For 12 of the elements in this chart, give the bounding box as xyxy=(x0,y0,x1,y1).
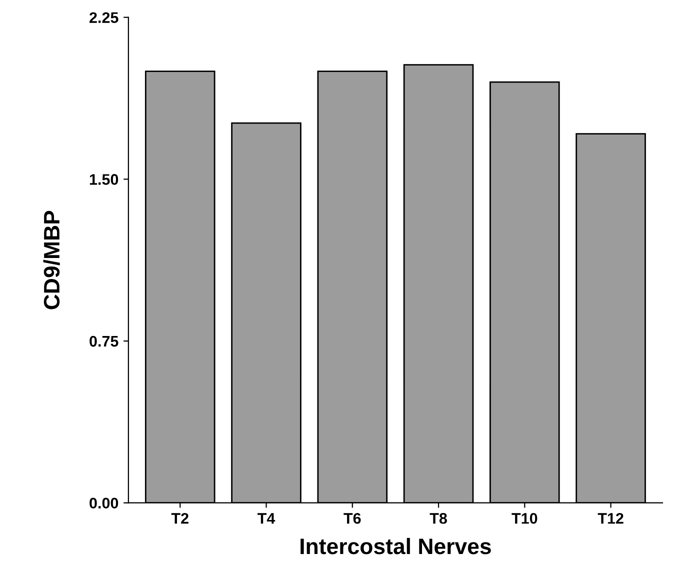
y-axis-title: CD9/MBP xyxy=(43,210,60,310)
y-tick-label: 0.75 xyxy=(90,336,118,347)
x-tick-label: T4 xyxy=(258,513,276,524)
x-tick-label: T8 xyxy=(430,512,447,524)
y-tick-label: 1.50 xyxy=(90,174,118,185)
x-axis-title: Intercostal Nerves xyxy=(300,538,491,554)
x-tick-label: T10 xyxy=(512,512,538,524)
x-tick-label: T12 xyxy=(598,512,624,524)
x-tick-label: T2 xyxy=(171,512,188,524)
x-tick-label: T6 xyxy=(344,512,361,524)
y-tick-label: 0.00 xyxy=(90,498,118,509)
y-tick-label: 2.25 xyxy=(90,12,118,24)
